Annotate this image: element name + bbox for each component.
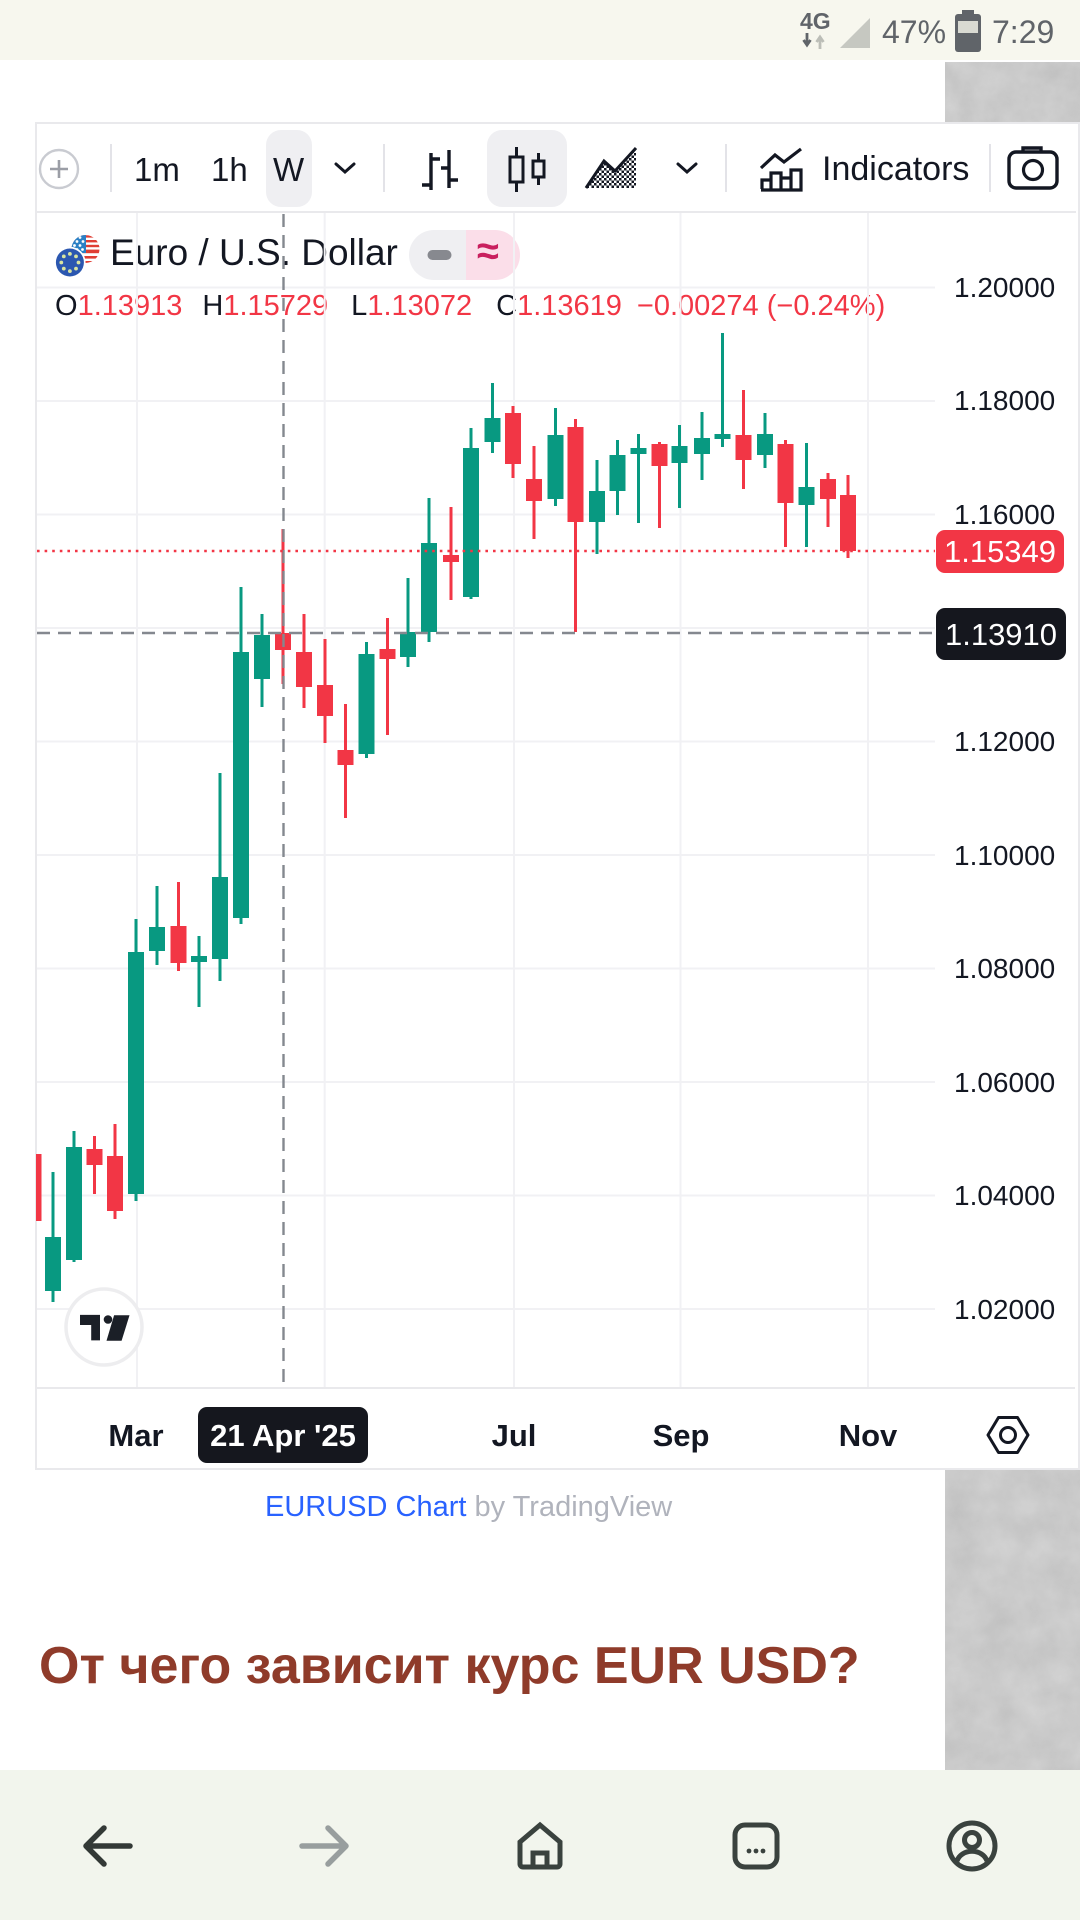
svg-text:1.06000: 1.06000	[954, 1067, 1055, 1098]
svg-text:1.12000: 1.12000	[954, 726, 1055, 757]
svg-text:1.18000: 1.18000	[954, 385, 1055, 416]
svg-text:≈: ≈	[477, 230, 499, 274]
svg-text:Sep: Sep	[653, 1418, 710, 1453]
svg-text:1.13910: 1.13910	[945, 617, 1057, 652]
svg-text:Mar: Mar	[108, 1418, 163, 1453]
svg-text:1.04000: 1.04000	[954, 1180, 1055, 1211]
svg-text:Jul: Jul	[492, 1418, 537, 1453]
svg-text:1.10000: 1.10000	[954, 840, 1055, 871]
svg-text:1.08000: 1.08000	[954, 953, 1055, 984]
svg-text:1.15349: 1.15349	[944, 534, 1056, 569]
svg-text:1.20000: 1.20000	[954, 272, 1055, 303]
svg-text:21 Apr '25: 21 Apr '25	[210, 1418, 356, 1453]
svg-text:1.16000: 1.16000	[954, 499, 1055, 530]
svg-text:Nov: Nov	[839, 1418, 898, 1453]
svg-text:1.02000: 1.02000	[954, 1294, 1055, 1325]
